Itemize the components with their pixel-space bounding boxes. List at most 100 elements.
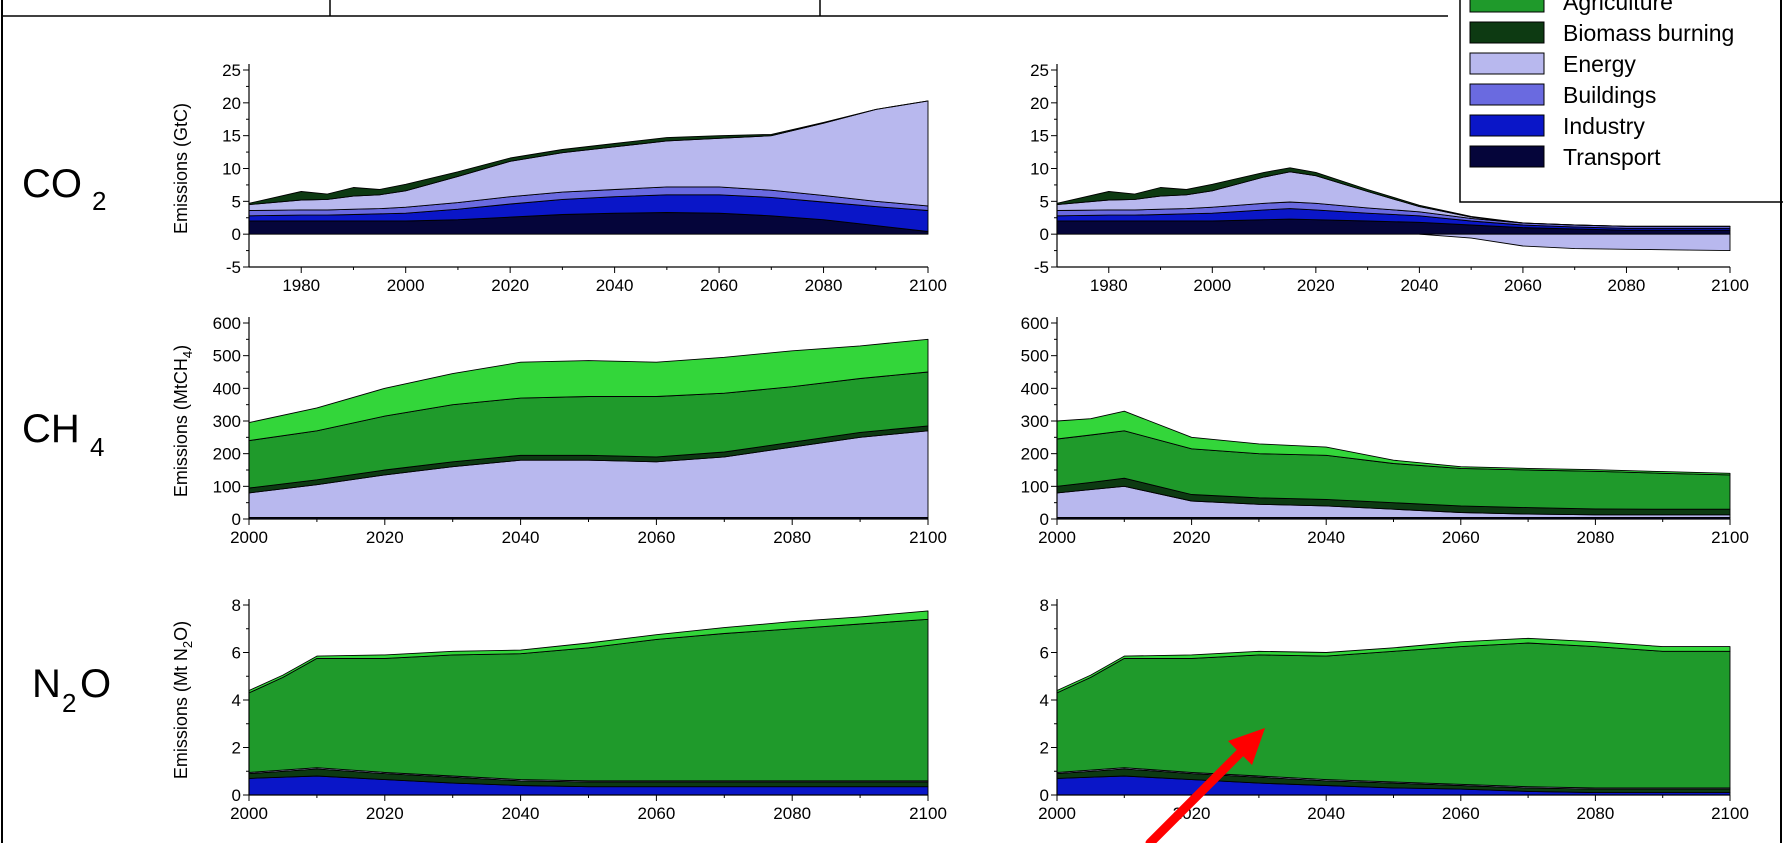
y-tick-label: 100 [1021, 477, 1049, 496]
chart-panel: 0 100 200 300 400 500 600 2000 2020 2040 2060 2080 2… [171, 314, 947, 547]
legend-label: Buildings [1563, 82, 1656, 108]
arrow-shaft [1145, 733, 1260, 843]
y-tick-label: 20 [1030, 94, 1049, 113]
x-tick-label: 2040 [502, 528, 540, 547]
y-tick-label: 0 [1040, 786, 1049, 805]
y-tick-label: 5 [1040, 192, 1049, 211]
y-axis-label: Emissions (Mt N2O) [171, 621, 195, 779]
y-tick-label: 4 [1040, 691, 1049, 710]
x-tick-label: 2020 [1173, 528, 1211, 547]
y-tick-label: 100 [213, 477, 241, 496]
gas-label-co2: CO 2 [22, 162, 106, 216]
gas-label-suffix: O [80, 662, 111, 706]
x-tick-label: 2080 [1576, 804, 1614, 823]
legend-item: Industry [1469, 113, 1645, 139]
legend-swatch [1469, 0, 1545, 13]
x-tick-label: 2060 [1442, 804, 1480, 823]
gas-label-subscript: 4 [90, 432, 104, 462]
legend-item: Agriculture [1469, 0, 1673, 15]
x-tick-label: 2000 [230, 804, 268, 823]
y-axis-label: Emissions (GtC) [171, 103, 191, 234]
legend-label: Energy [1563, 51, 1636, 77]
gas-label-main: CO [22, 162, 82, 206]
x-tick-label: 2040 [502, 804, 540, 823]
x-tick-label: 2100 [909, 804, 947, 823]
y-tick-label: 0 [1040, 510, 1049, 529]
x-tick-label: 2000 [1038, 528, 1076, 547]
legend-label: Biomass burning [1563, 20, 1734, 46]
legend-label: Transport [1563, 144, 1661, 170]
legend-item: Transport [1469, 144, 1661, 170]
area-negative-energy [1419, 233, 1731, 252]
y-tick-label: 20 [222, 94, 241, 113]
x-tick-label: 2080 [773, 528, 811, 547]
y-axis-label: Emissions (MtCH4) [171, 345, 195, 497]
x-tick-label: 2100 [1711, 804, 1749, 823]
x-tick-label: 2060 [637, 804, 675, 823]
x-tick-label: 2000 [1193, 276, 1231, 295]
y-tick-label: -5 [226, 258, 241, 277]
y-tick-label: 10 [222, 160, 241, 179]
area-biomass-burning [1056, 167, 1731, 227]
y-tick-label: 15 [1030, 127, 1049, 146]
x-tick-label: 2100 [909, 276, 947, 295]
y-tick-label: 25 [1030, 61, 1049, 80]
area-top-green-band [1056, 637, 1731, 694]
legend: Agriculture Biomass burning Energy Building… [1459, 0, 1783, 203]
x-tick-label: 2000 [387, 276, 425, 295]
area-agriculture [1056, 642, 1731, 789]
legend-border [1459, 0, 1783, 203]
annotation-arrow [1145, 728, 1265, 843]
y-tick-label: 15 [222, 127, 241, 146]
arrow-head [1228, 728, 1265, 765]
y-tick-label: 2 [232, 739, 241, 758]
y-tick-label: 400 [1021, 379, 1049, 398]
y-tick-label: 4 [232, 691, 241, 710]
x-tick-label: 2040 [596, 276, 634, 295]
y-tick-label: 400 [213, 379, 241, 398]
y-tick-label: 0 [232, 786, 241, 805]
y-tick-label: 0 [1040, 225, 1049, 244]
legend-swatch [1469, 52, 1545, 75]
y-tick-label: 0 [232, 225, 241, 244]
x-tick-label: 2040 [1307, 528, 1345, 547]
x-tick-label: 2040 [1307, 804, 1345, 823]
chart-panel: 0 100 200 300 400 500 600 2000 2020 2040 2060 2080 2… [1021, 314, 1749, 547]
legend-swatch [1469, 21, 1545, 44]
x-tick-label: 2080 [773, 804, 811, 823]
y-tick-label: 8 [232, 596, 241, 615]
y-tick-label: 6 [232, 644, 241, 663]
x-tick-label: 2100 [1711, 276, 1749, 295]
legend-label: Industry [1563, 113, 1645, 139]
x-tick-label: 2060 [1442, 528, 1480, 547]
chart-panel: -5 0 5 10 15 20 25 1980 2000 2020 2040 2060 2080 2100… [171, 61, 947, 295]
x-tick-label: 2020 [366, 528, 404, 547]
y-tick-label: 5 [232, 192, 241, 211]
y-tick-label: 500 [213, 347, 241, 366]
x-tick-label: 2080 [805, 276, 843, 295]
x-tick-label: 1980 [1090, 276, 1128, 295]
gas-label-main: CH [22, 407, 80, 451]
legend-item: Biomass burning [1469, 20, 1734, 46]
legend-item: Buildings [1469, 82, 1656, 108]
x-tick-label: 2040 [1400, 276, 1438, 295]
y-tick-label: 500 [1021, 347, 1049, 366]
x-tick-label: 2060 [1504, 276, 1542, 295]
gas-label-subscript: 2 [62, 688, 76, 718]
x-tick-label: 2080 [1608, 276, 1646, 295]
x-tick-label: 2000 [1038, 804, 1076, 823]
area-top-green-band [248, 610, 929, 694]
area-biomass-burning [248, 100, 929, 206]
legend-swatch [1469, 145, 1545, 168]
legend-swatch [1469, 114, 1545, 137]
y-tick-label: 10 [1030, 160, 1049, 179]
y-tick-label: -5 [1034, 258, 1049, 277]
x-tick-label: 2080 [1576, 528, 1614, 547]
gas-label-ch4: CH 4 [22, 407, 104, 462]
y-tick-label: 200 [213, 445, 241, 464]
y-tick-label: 8 [1040, 596, 1049, 615]
area-top-green-band [248, 338, 929, 442]
y-tick-label: 6 [1040, 644, 1049, 663]
